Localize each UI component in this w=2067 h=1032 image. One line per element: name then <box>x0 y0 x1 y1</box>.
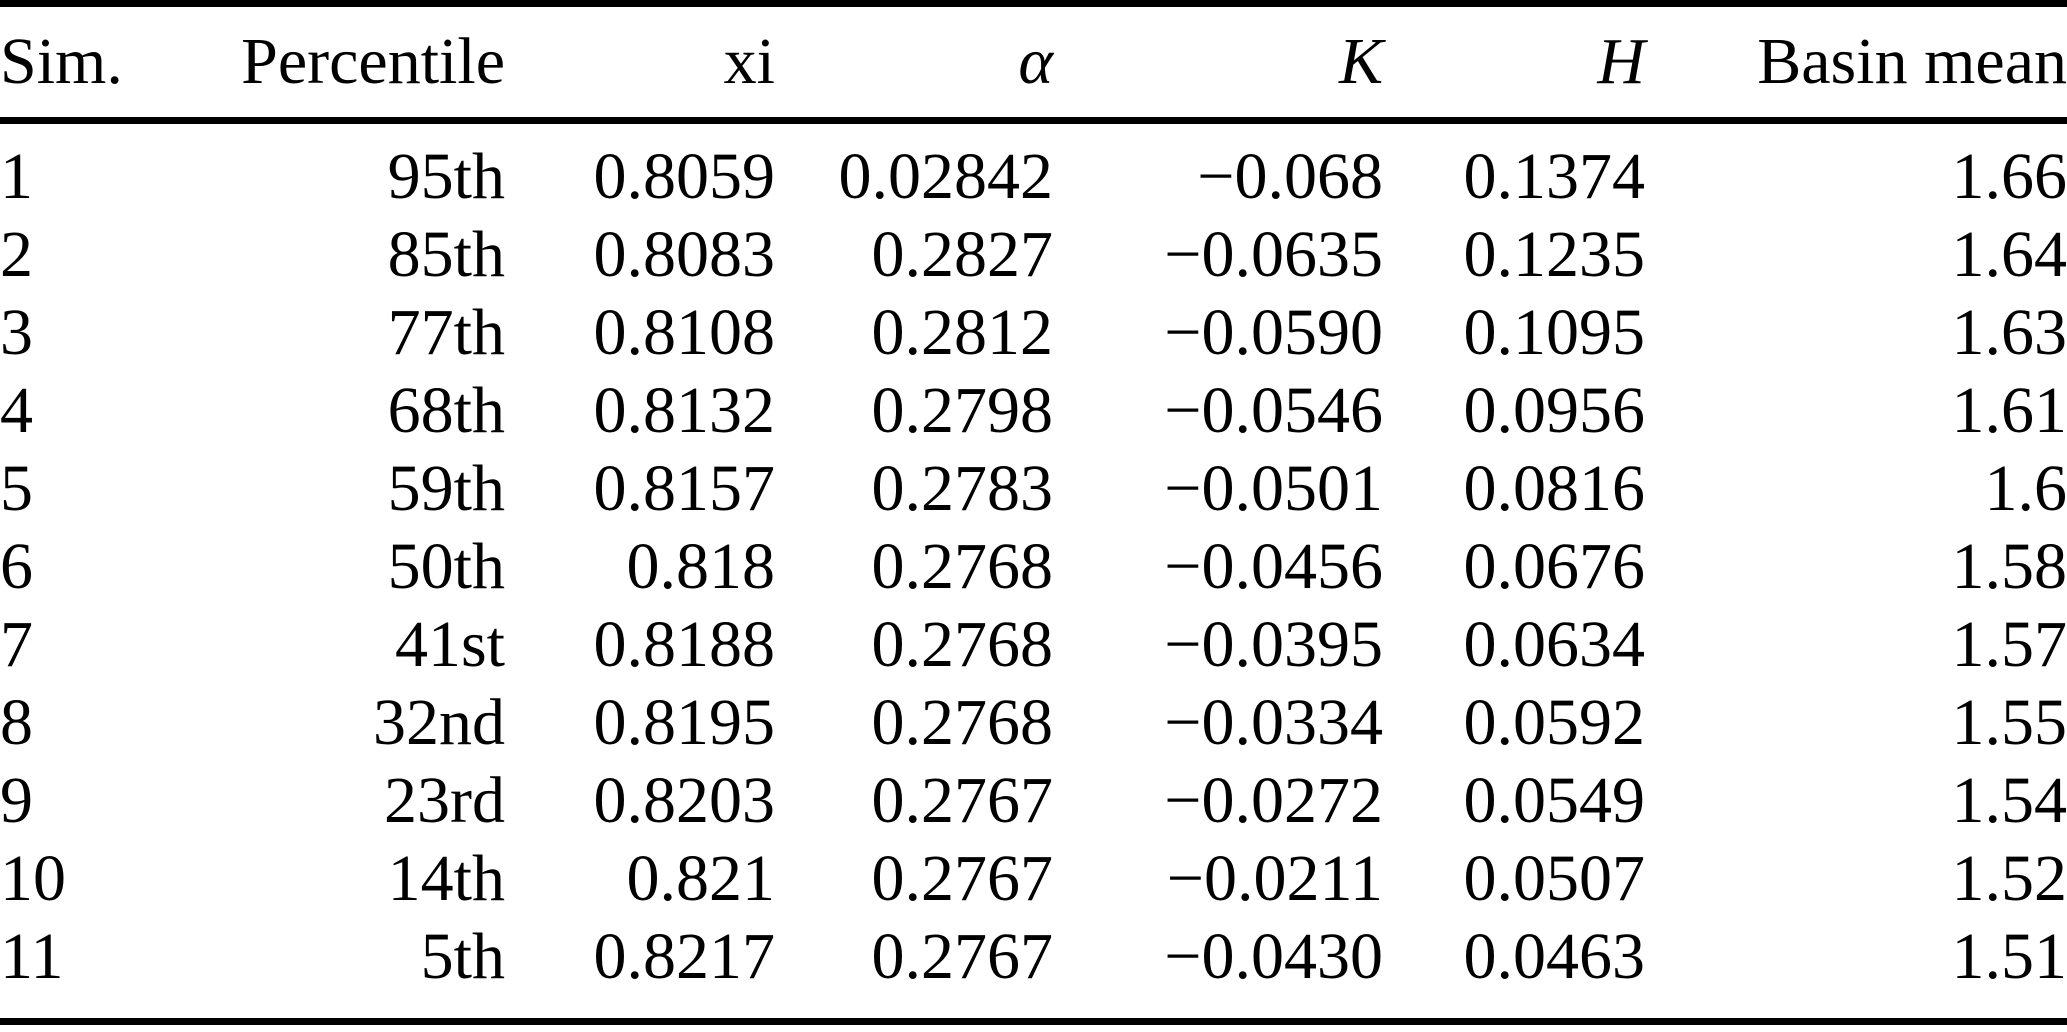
cell-percentile: 5th <box>420 920 505 993</box>
cell-xi: 0.8059 <box>593 140 776 213</box>
cell-alpha: 0.2768 <box>871 530 1054 603</box>
cell-percentile: 68th <box>387 374 505 447</box>
table-row: 3 77th 0.8108 0.2812 −0.0590 0.1095 1.63 <box>0 294 2067 372</box>
cell-h: 0.0592 <box>1463 686 1646 759</box>
cell-xi: 0.8132 <box>593 374 776 447</box>
table-row: 2 85th 0.8083 0.2827 −0.0635 0.1235 1.64 <box>0 216 2067 294</box>
cell-basin-mean: 1.52 <box>1951 842 2067 915</box>
cell-percentile: 50th <box>387 530 505 603</box>
cell-h: 0.0816 <box>1463 452 1646 525</box>
cell-percentile: 14th <box>387 842 505 915</box>
cell-sim: 9 <box>0 764 33 837</box>
cell-h: 0.1095 <box>1463 296 1646 369</box>
cell-alpha: 0.2783 <box>871 452 1054 525</box>
cell-k: −0.0590 <box>1164 296 1383 369</box>
table-row: 10 14th 0.821 0.2767 −0.0211 0.0507 1.52 <box>0 840 2067 918</box>
table-header-row: Sim. Percentile xi α K H Basin mean <box>0 3 2067 124</box>
cell-xi: 0.8083 <box>593 218 776 291</box>
column-header-basin-mean: Basin mean <box>1645 3 2067 124</box>
column-header-h: H <box>1383 3 1645 124</box>
cell-k: −0.0395 <box>1164 608 1383 681</box>
cell-alpha: 0.2768 <box>871 686 1054 759</box>
cell-alpha: 0.2767 <box>871 920 1054 993</box>
cell-h: 0.0956 <box>1463 374 1646 447</box>
cell-xi: 0.8157 <box>593 452 776 525</box>
cell-k: −0.0211 <box>1166 842 1383 915</box>
cell-xi: 0.821 <box>626 842 776 915</box>
column-header-k: K <box>1053 3 1383 124</box>
cell-k: −0.0546 <box>1164 374 1383 447</box>
cell-basin-mean: 1.63 <box>1951 296 2067 369</box>
cell-basin-mean: 1.6 <box>1984 452 2067 525</box>
cell-k: −0.0430 <box>1164 920 1383 993</box>
cell-basin-mean: 1.54 <box>1951 764 2067 837</box>
table-row: 11 5th 0.8217 0.2767 −0.0430 0.0463 1.51 <box>0 918 2067 1022</box>
cell-sim: 3 <box>0 296 33 369</box>
cell-percentile: 41st <box>394 608 505 681</box>
cell-sim: 10 <box>0 842 66 915</box>
cell-basin-mean: 1.66 <box>1951 140 2067 213</box>
cell-k: −0.0635 <box>1164 218 1383 291</box>
cell-percentile: 77th <box>387 296 505 369</box>
table-row: 7 41st 0.8188 0.2768 −0.0395 0.0634 1.57 <box>0 606 2067 684</box>
cell-xi: 0.8203 <box>593 764 776 837</box>
table-row: 9 23rd 0.8203 0.2767 −0.0272 0.0549 1.54 <box>0 762 2067 840</box>
cell-xi: 0.8195 <box>593 686 776 759</box>
column-header-alpha: α <box>775 3 1053 124</box>
cell-percentile: 32nd <box>373 686 505 759</box>
cell-h: 0.1374 <box>1463 140 1646 213</box>
cell-xi: 0.8108 <box>593 296 776 369</box>
cell-xi: 0.8217 <box>593 920 776 993</box>
cell-h: 0.1235 <box>1463 218 1646 291</box>
column-header-xi: xi <box>505 3 775 124</box>
table-row: 6 50th 0.818 0.2768 −0.0456 0.0676 1.58 <box>0 528 2067 606</box>
cell-alpha: 0.02842 <box>838 140 1054 213</box>
cell-sim: 11 <box>0 920 64 993</box>
column-header-percentile: Percentile <box>140 3 505 124</box>
cell-basin-mean: 1.55 <box>1951 686 2067 759</box>
cell-h: 0.0676 <box>1463 530 1646 603</box>
cell-k: −0.0501 <box>1164 452 1383 525</box>
cell-percentile: 95th <box>387 140 505 213</box>
cell-k: −0.068 <box>1197 140 1383 213</box>
column-header-sim: Sim. <box>0 3 140 124</box>
cell-basin-mean: 1.64 <box>1951 218 2067 291</box>
cell-basin-mean: 1.57 <box>1951 608 2067 681</box>
cell-sim: 6 <box>0 530 33 603</box>
cell-sim: 7 <box>0 608 33 681</box>
cell-alpha: 0.2767 <box>871 842 1054 915</box>
cell-basin-mean: 1.58 <box>1951 530 2067 603</box>
table-row: 1 95th 0.8059 0.02842 −0.068 0.1374 1.66 <box>0 121 2067 217</box>
table-row: 8 32nd 0.8195 0.2768 −0.0334 0.0592 1.55 <box>0 684 2067 762</box>
cell-sim: 4 <box>0 374 33 447</box>
cell-xi: 0.818 <box>626 530 776 603</box>
cell-xi: 0.8188 <box>593 608 776 681</box>
table-row: 5 59th 0.8157 0.2783 −0.0501 0.0816 1.6 <box>0 450 2067 528</box>
cell-alpha: 0.2768 <box>871 608 1054 681</box>
cell-basin-mean: 1.51 <box>1951 920 2067 993</box>
cell-basin-mean: 1.61 <box>1951 374 2067 447</box>
cell-percentile: 59th <box>387 452 505 525</box>
cell-alpha: 0.2827 <box>871 218 1054 291</box>
cell-alpha: 0.2812 <box>871 296 1054 369</box>
cell-sim: 2 <box>0 218 33 291</box>
cell-k: −0.0272 <box>1164 764 1383 837</box>
cell-k: −0.0456 <box>1164 530 1383 603</box>
cell-sim: 5 <box>0 452 33 525</box>
cell-h: 0.0549 <box>1463 764 1646 837</box>
cell-percentile: 85th <box>387 218 505 291</box>
cell-h: 0.0634 <box>1463 608 1646 681</box>
cell-percentile: 23rd <box>384 764 505 837</box>
cell-h: 0.0507 <box>1463 842 1646 915</box>
cell-h: 0.0463 <box>1463 920 1646 993</box>
cell-sim: 1 <box>0 140 33 213</box>
table-row: 4 68th 0.8132 0.2798 −0.0546 0.0956 1.61 <box>0 372 2067 450</box>
cell-alpha: 0.2767 <box>871 764 1054 837</box>
cell-sim: 8 <box>0 686 33 759</box>
cell-k: −0.0334 <box>1164 686 1383 759</box>
cell-alpha: 0.2798 <box>871 374 1054 447</box>
